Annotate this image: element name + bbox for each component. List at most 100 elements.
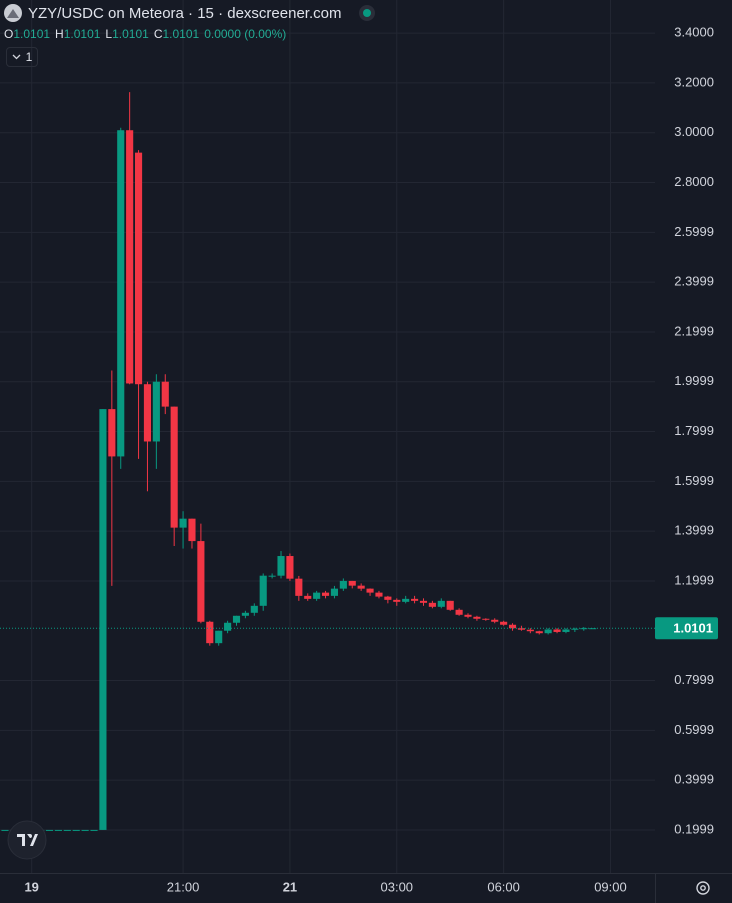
candle-body [108,409,116,457]
ohlc-key: H [55,27,64,41]
candle-body [197,541,205,622]
candle-body [553,629,561,632]
candle-body [232,615,241,623]
candle-body [81,829,89,831]
candle-body [464,614,472,617]
candle-body [446,600,454,610]
x-tick-label: 03:00 [381,879,414,894]
candle-body [143,384,152,442]
price-tag-label: 1.0101 [673,621,713,636]
ohlc-key: L [105,27,113,41]
candle-body [402,598,410,602]
candle-body [241,612,249,616]
candle-body [589,628,597,630]
candle-body [63,829,71,831]
tv-logo[interactable] [7,820,47,860]
candle-body [508,624,517,629]
candle-body [393,599,401,602]
live-indicator[interactable] [359,5,376,21]
candle-body [215,630,223,644]
candle-body [72,829,80,831]
chart-title: YZY/USDC on Meteora · 15 · dexscreener.c… [28,4,342,22]
y-tick-label: 3.2000 [674,74,714,89]
candle-body [170,406,178,528]
logo-circle[interactable] [7,820,47,860]
y-tick-label: 1.9999 [674,373,714,388]
candle-body [188,518,196,542]
y-tick-label: 3.4000 [674,25,714,40]
candle-body [313,592,321,599]
x-tick-label: 06:00 [487,879,520,894]
candle-body [375,592,383,597]
candle-body [45,829,54,831]
candle-body [500,621,508,625]
candle-body [117,130,125,457]
gear[interactable] [696,881,710,895]
candle-body [250,605,258,613]
candle-body [562,629,570,632]
candle-body [304,595,312,599]
candle-body [455,609,463,615]
candle-body [152,381,160,442]
candle-body [366,588,374,593]
candle-body [526,629,534,632]
y-tick-label: 3.0000 [674,124,714,139]
x-tick-label: 19 [24,879,38,894]
indicator-count[interactable]: 1 [25,50,33,64]
candle-body [517,628,525,630]
ohlc-value: 1.0101 [63,27,101,41]
axes: 3.4000 3.2000 3.0000 2.8000 2.5999 2.3999 2.19… [0,25,732,903]
ohlc-key: C [153,27,163,41]
y-tick-label: 2.3999 [674,274,714,289]
candle-body [268,575,276,577]
candle-body [419,600,428,603]
header: YZY/USDC on Meteora · 15 · dexscreener.c… [4,3,376,23]
pair-icon [4,4,22,22]
candle-body [206,621,214,644]
y-tick-label: 0.1999 [674,821,714,836]
y-tick-label: 1.1999 [674,572,714,587]
y-tick-label: 2.1999 [674,323,714,338]
chevron[interactable] [12,54,21,60]
candle-body [411,598,419,601]
candle-body [384,596,392,600]
candle-body [482,618,490,620]
candle-body [339,580,347,589]
candle-body [54,829,62,831]
candle-body [428,602,436,607]
candle-body [179,518,187,528]
candle-body [348,580,356,586]
candle-body [99,409,107,830]
candle-body [126,130,134,384]
indicator-toggle[interactable]: 1 [6,47,38,67]
candle-body [161,381,169,407]
candle-body [277,556,285,576]
candle-body [437,600,445,607]
candle-body [357,585,365,589]
gear-hub[interactable] [700,885,706,891]
candle-body [259,575,267,606]
logo-mark[interactable] [17,834,38,846]
candle-body [224,622,232,631]
candle-body [90,829,98,831]
x-tick-label: 21:00 [167,879,200,894]
y-tick-label: 1.3999 [674,523,714,538]
ohlc-value: 1.0101 [13,27,51,41]
settings-icon[interactable] [696,881,710,895]
y-tick-label: 0.7999 [674,672,714,687]
candle-body [535,631,543,634]
ohlc-key: O [4,27,14,41]
y-tick-label: 2.5999 [674,224,714,239]
candle-body [544,629,552,634]
candles [0,92,655,831]
ohlc-legend: O 1.0101 H 1.0101 L 1.0101 C 1.0101 0.0000 (0.00… [4,27,291,41]
candle-body [330,588,339,596]
candle-body [295,578,303,596]
y-tick-label: 2.8000 [674,174,714,189]
candle-body [580,628,588,630]
x-tick-label: 09:00 [594,879,627,894]
price-tag [655,617,718,640]
